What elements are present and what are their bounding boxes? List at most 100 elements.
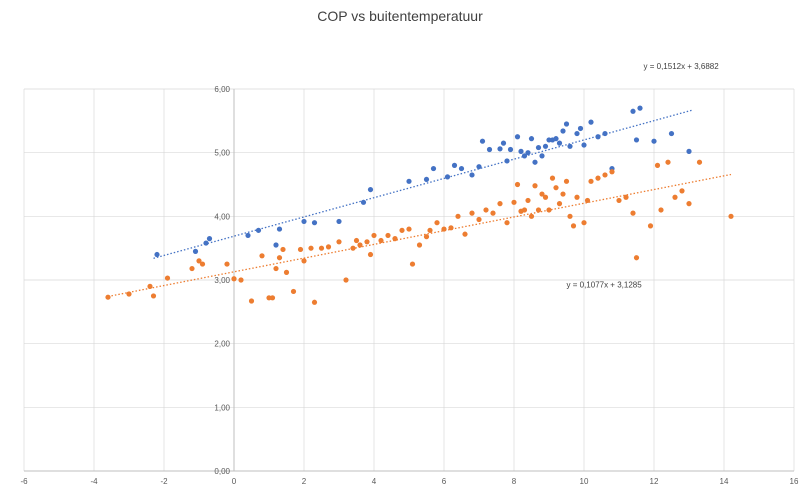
data-point-series-2 — [126, 291, 132, 297]
data-point-series-1 — [637, 105, 643, 111]
data-point-series-2 — [371, 232, 377, 239]
data-points — [105, 105, 734, 305]
trendline-equation-series-1: y = 0,1512x + 3,6882 — [644, 62, 720, 71]
x-tick-label: 0 — [232, 477, 237, 486]
y-tick-label: 0,00 — [214, 467, 230, 476]
data-point-series-1 — [525, 150, 531, 156]
data-point-series-1 — [245, 232, 251, 239]
data-point-series-2 — [514, 181, 521, 188]
data-point-series-2 — [318, 245, 325, 251]
y-tick-label: 5,00 — [214, 149, 230, 158]
data-point-series-2 — [336, 239, 342, 245]
data-point-series-2 — [224, 261, 230, 267]
gridlines — [23, 88, 795, 472]
data-point-series-1 — [577, 125, 584, 132]
x-tick-label: -6 — [20, 477, 28, 486]
x-tick-label: 6 — [442, 477, 447, 486]
data-point-series-2 — [584, 197, 591, 204]
data-point-series-2 — [581, 220, 587, 226]
data-point-series-2 — [409, 261, 416, 267]
data-point-series-2 — [658, 207, 664, 213]
data-point-series-2 — [563, 178, 570, 184]
data-point-series-2 — [654, 162, 661, 168]
data-point-series-2 — [399, 227, 405, 233]
data-point-series-2 — [633, 255, 640, 261]
data-point-series-2 — [301, 258, 307, 264]
data-point-series-1 — [469, 172, 475, 178]
data-point-series-2 — [542, 194, 549, 200]
data-point-series-2 — [105, 294, 111, 300]
data-point-series-2 — [283, 269, 290, 275]
data-point-series-2 — [238, 277, 244, 283]
data-point-series-1 — [406, 178, 412, 184]
data-point-series-1 — [595, 134, 601, 140]
data-point-series-2 — [280, 246, 286, 253]
data-point-series-2 — [248, 298, 255, 304]
data-point-series-2 — [504, 220, 510, 226]
data-point-series-2 — [595, 175, 601, 181]
data-point-series-2 — [553, 185, 559, 191]
data-point-series-2 — [269, 295, 276, 301]
data-point-series-2 — [511, 199, 517, 205]
data-point-series-1 — [497, 146, 503, 152]
data-point-series-2 — [588, 178, 594, 184]
data-point-series-2 — [647, 223, 654, 229]
data-point-series-1 — [686, 148, 692, 154]
tick-labels: -6 -4 -2 0 2 4 6 8 10 12 14 16 0,00 1,00 2,00 3,00 4,00 5… — [20, 85, 799, 486]
y-tick-label: 6,00 — [214, 85, 230, 94]
data-point-series-2 — [259, 253, 265, 259]
data-point-series-1 — [273, 242, 279, 248]
data-point-series-1 — [451, 162, 458, 168]
data-point-series-2 — [357, 242, 363, 248]
data-point-series-2 — [679, 188, 685, 194]
data-point-series-2 — [528, 213, 535, 219]
data-point-series-2 — [549, 175, 556, 181]
data-point-series-2 — [276, 255, 283, 261]
data-point-series-1 — [567, 143, 573, 149]
data-point-series-2 — [441, 226, 447, 232]
data-point-series-2 — [297, 246, 304, 253]
data-point-series-2 — [290, 288, 297, 295]
data-point-series-2 — [490, 210, 496, 216]
data-point-series-2 — [476, 216, 482, 223]
data-point-series-2 — [147, 283, 153, 289]
data-point-series-1 — [535, 144, 542, 151]
data-point-series-2 — [150, 293, 157, 299]
data-point-series-1 — [574, 130, 580, 137]
x-tick-label: -2 — [160, 477, 168, 486]
data-point-series-2 — [308, 245, 314, 251]
x-tick-label: 4 — [372, 477, 377, 486]
trendline-series-2 — [107, 173, 732, 298]
data-point-series-2 — [623, 194, 629, 200]
y-tick-label: 2,00 — [214, 340, 230, 349]
trendline-equations: y = 0,1512x + 3,6882 y = 0,1077x + 3,1285 — [567, 62, 720, 290]
data-point-series-2 — [616, 197, 622, 204]
data-point-series-2 — [367, 251, 374, 258]
data-point-series-2 — [273, 265, 279, 272]
data-point-series-2 — [570, 223, 577, 229]
x-tick-label: 8 — [512, 477, 517, 486]
x-tick-label: 16 — [790, 477, 799, 486]
data-point-series-2 — [392, 236, 398, 242]
data-point-series-1 — [203, 240, 209, 246]
data-point-series-1 — [311, 220, 318, 226]
data-point-series-2 — [521, 207, 528, 213]
data-point-series-1 — [367, 186, 374, 193]
data-point-series-1 — [192, 248, 199, 254]
data-point-series-1 — [553, 136, 559, 142]
data-point-series-1 — [528, 136, 535, 142]
data-point-series-1 — [542, 143, 549, 149]
data-point-series-2 — [416, 242, 423, 248]
chart-title: COP vs buitentemperatuur — [317, 8, 483, 24]
data-point-series-2 — [630, 210, 636, 216]
y-tick-label: 4,00 — [214, 212, 230, 221]
data-point-series-1 — [423, 176, 430, 183]
data-point-series-1 — [518, 148, 524, 154]
data-point-series-2 — [665, 159, 671, 165]
data-point-series-2 — [497, 201, 503, 207]
data-point-series-2 — [546, 207, 552, 213]
data-point-series-2 — [364, 239, 370, 245]
data-point-series-2 — [602, 172, 608, 178]
data-point-series-1 — [336, 218, 342, 225]
